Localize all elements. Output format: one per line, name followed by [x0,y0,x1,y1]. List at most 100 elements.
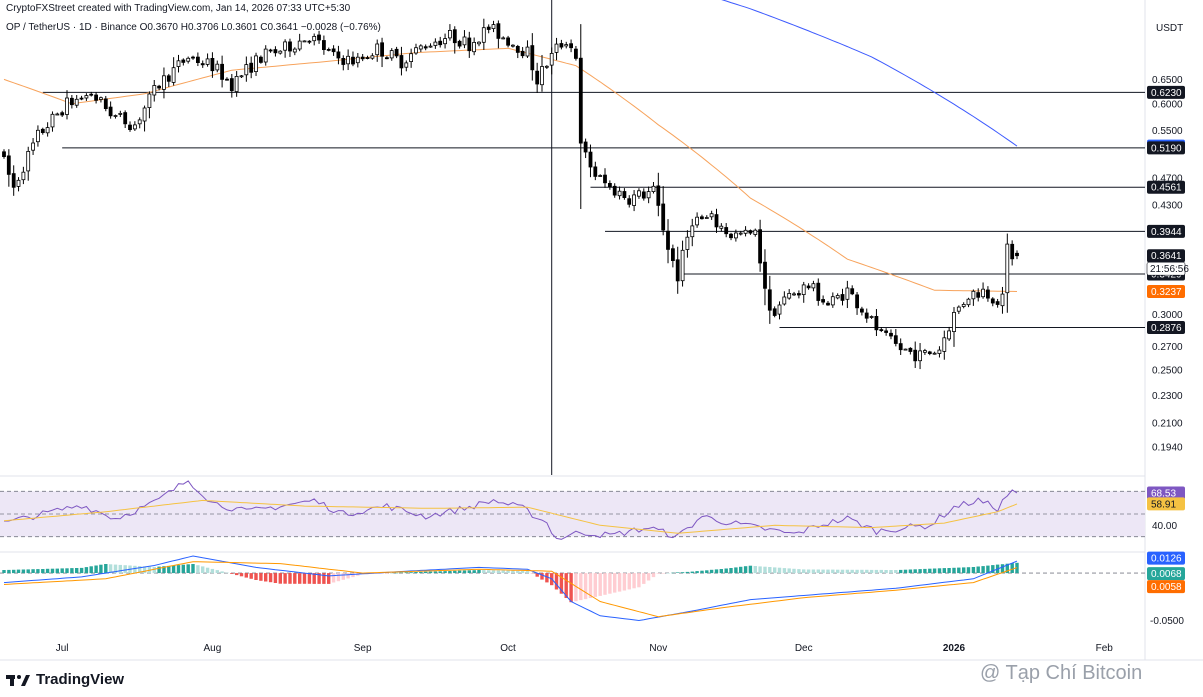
candle[interactable] [714,208,719,233]
candle[interactable] [971,289,976,306]
tradingview-logo[interactable]: TradingView [6,671,124,688]
candle[interactable] [898,338,903,355]
candle[interactable] [40,127,45,135]
candle[interactable] [365,55,370,60]
candle[interactable] [535,62,540,93]
candle[interactable] [719,223,724,232]
candle[interactable] [801,281,806,303]
candle[interactable] [913,341,918,368]
candle[interactable] [632,190,636,212]
candle[interactable] [525,40,530,58]
candle[interactable] [346,49,351,71]
candle[interactable] [729,232,733,241]
candle[interactable] [918,343,922,370]
candle[interactable] [486,24,491,34]
candle[interactable] [932,351,937,355]
candle[interactable] [258,55,263,64]
candle[interactable] [884,328,888,336]
candle[interactable] [399,46,404,76]
candle[interactable] [2,149,6,159]
candle[interactable] [99,96,103,103]
candle[interactable] [792,291,796,296]
candle[interactable] [137,117,142,129]
candle[interactable] [651,181,656,194]
candle[interactable] [70,95,74,109]
candle[interactable] [559,39,564,50]
candle[interactable] [191,55,195,60]
candle[interactable] [772,306,777,318]
candle[interactable] [428,43,433,48]
candle[interactable] [637,188,641,199]
candle[interactable] [351,51,355,67]
candle[interactable] [234,71,239,97]
candle[interactable] [414,43,418,55]
candle[interactable] [118,110,123,118]
candle[interactable] [937,346,942,358]
candle[interactable] [273,46,278,57]
price-pane[interactable] [2,0,1146,475]
candle[interactable] [360,53,365,62]
candle[interactable] [510,44,515,48]
candle[interactable] [995,298,1000,308]
candle[interactable] [554,37,559,61]
candle[interactable] [811,280,816,292]
candle[interactable] [695,212,699,228]
candle[interactable] [457,39,462,49]
candle[interactable] [229,73,234,98]
candle[interactable] [215,60,220,73]
macd-tag-0.0126[interactable]: 0.0126 [1147,551,1185,565]
candle[interactable] [496,20,501,49]
candle[interactable] [845,280,850,309]
candle[interactable] [927,350,932,356]
candle[interactable] [467,31,472,58]
candle[interactable] [952,307,956,347]
candle[interactable] [89,91,94,97]
candle[interactable] [132,121,137,131]
candle[interactable] [355,52,360,68]
candle[interactable] [11,165,16,196]
candle[interactable] [288,38,292,57]
candle[interactable] [389,48,394,61]
candle[interactable] [656,172,661,217]
candle[interactable] [404,60,409,72]
candle[interactable] [583,138,588,159]
macd-pane[interactable] [0,555,1145,622]
candle[interactable] [50,111,55,132]
candle[interactable] [94,92,98,104]
candle[interactable] [593,161,598,181]
candle[interactable] [666,219,670,264]
candle[interactable] [195,52,200,67]
candle[interactable] [123,110,128,129]
candle[interactable] [724,223,729,238]
candle[interactable] [893,329,898,347]
candle[interactable] [530,33,535,81]
candle[interactable] [263,45,268,66]
macd-tag-0.0068[interactable]: 0.0068 [1147,567,1185,581]
candle[interactable] [598,174,603,177]
candle[interactable] [283,39,288,58]
candle[interactable] [409,48,414,68]
candle[interactable] [816,278,821,306]
candle[interactable] [161,67,166,99]
candle[interactable] [738,230,743,236]
candle[interactable] [680,240,685,287]
candle[interactable] [879,327,884,333]
candle[interactable] [506,35,511,48]
candle[interactable] [181,58,186,66]
candle[interactable] [874,309,879,337]
candle[interactable] [6,149,11,187]
candle[interactable] [210,52,215,78]
candle[interactable] [147,91,152,119]
candle[interactable] [36,125,40,147]
candle[interactable] [186,56,191,64]
candle[interactable] [622,188,627,200]
candle[interactable] [986,286,990,302]
candle[interactable] [341,55,346,71]
candle[interactable] [544,65,549,70]
candle[interactable] [850,285,855,296]
candle[interactable] [249,56,254,79]
candle[interactable] [821,295,825,305]
price-tag-0.4561[interactable]: 0.4561 [1147,180,1185,194]
candle[interactable] [292,47,297,56]
candle[interactable] [947,326,951,341]
